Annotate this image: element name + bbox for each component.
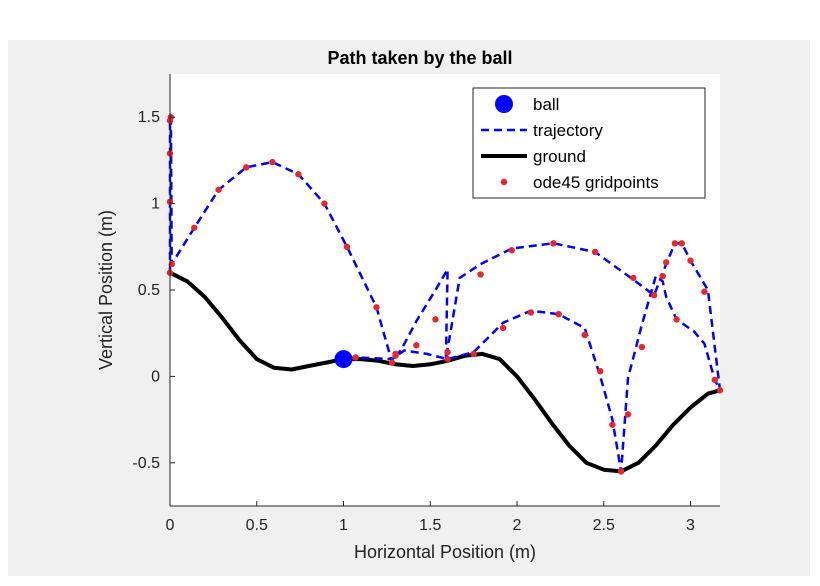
ode45-gridpoint (624, 411, 632, 418)
ode45-gridpoint (617, 468, 625, 475)
figure-background: Path taken by the ball 0 0.5 1 1.5 2 2.5 3 -0.5… (8, 40, 810, 576)
ode45-gridpoint (508, 247, 515, 254)
ode45-gridpoint (215, 186, 222, 193)
y-tick-label: 1 (151, 196, 160, 213)
ode45-gridpoint (630, 274, 637, 282)
ode45-gridpoint (191, 224, 198, 231)
ode45-gridpoint (470, 350, 477, 358)
x-axis-title: Horizontal Position (m) (354, 542, 536, 562)
ode45-gridpoint (444, 349, 451, 356)
ode45-gridpoint (499, 324, 507, 332)
ode45-gridpoint (527, 309, 535, 316)
ode45-gridpoint (477, 271, 484, 278)
ode45-gridpoint (650, 291, 658, 299)
ode45-gridpoint (673, 316, 680, 323)
legend: ball trajectory ground ode45 gridpoints (472, 87, 706, 199)
ode45-gridpoint (591, 248, 599, 256)
x-tick-label: 3 (686, 517, 695, 534)
ode45-gridpoint (609, 421, 616, 428)
ode45-gridpoint (388, 359, 396, 366)
ode45-gridpoint (701, 288, 708, 295)
y-tick-label: 0 (151, 368, 160, 385)
x-tick-label: 1 (339, 517, 348, 534)
legend-label: ball (533, 95, 559, 114)
x-tick-label: 0 (166, 517, 175, 534)
ode45-gridpoint (581, 331, 588, 339)
legend-gridpoints-symbol (500, 178, 508, 186)
legend-label: trajectory (533, 121, 603, 140)
ode45-gridpoint (444, 355, 451, 363)
x-tick-label: 1.5 (419, 517, 441, 534)
ode45-gridpoint (352, 354, 359, 361)
ode45-gridpoint (295, 171, 302, 178)
ode45-gridpoint (678, 240, 686, 247)
ode45-gridpoint (671, 240, 679, 247)
ode45-gridpoint (343, 243, 351, 250)
chart: Path taken by the ball 0 0.5 1 1.5 2 2.5 3 -0.5… (96, 48, 724, 562)
ode45-gridpoint (413, 342, 420, 349)
trajectory-line (168, 115, 722, 473)
y-axis-title: Vertical Position (m) (96, 210, 116, 370)
ode45-gridpoint (659, 272, 666, 280)
ode45-gridpoint (638, 343, 646, 351)
ode45-gridpoint (663, 259, 670, 266)
ode45-gridpoint (550, 240, 557, 247)
legend-label: ground (533, 147, 586, 166)
ode45-gridpoint (716, 387, 724, 394)
x-tick-label: 0.5 (246, 517, 268, 534)
ode45-gridpoint (597, 368, 604, 375)
y-tick-label: 0.5 (138, 282, 160, 299)
legend-ball-symbol (495, 95, 513, 113)
ode45-gridpoint (555, 310, 562, 318)
ode45-gridpoint (243, 164, 250, 171)
ode45-gridpoint (269, 158, 276, 166)
x-tick-label: 2 (513, 517, 522, 534)
ode45-gridpoint (373, 304, 380, 311)
ode45-gridpoint (432, 316, 439, 323)
x-tick-label: 2.5 (593, 517, 615, 534)
axes: 0 0.5 1 1.5 2 2.5 3 -0.5 0 0.5 1 1.5 (132, 74, 720, 534)
ode45-gridpoint (392, 350, 399, 358)
chart-title: Path taken by the ball (327, 48, 512, 68)
legend-label: ode45 gridpoints (533, 173, 659, 192)
ode45-gridpoint (321, 200, 328, 207)
ball-marker (334, 350, 353, 369)
ode45-gridpoint (711, 376, 718, 384)
series-layer (166, 114, 724, 475)
ode45-gridpoint (687, 257, 694, 264)
ode45-gridpoint (168, 260, 175, 268)
y-tick-label: -0.5 (132, 455, 160, 472)
y-tick-label: 1.5 (138, 109, 160, 126)
